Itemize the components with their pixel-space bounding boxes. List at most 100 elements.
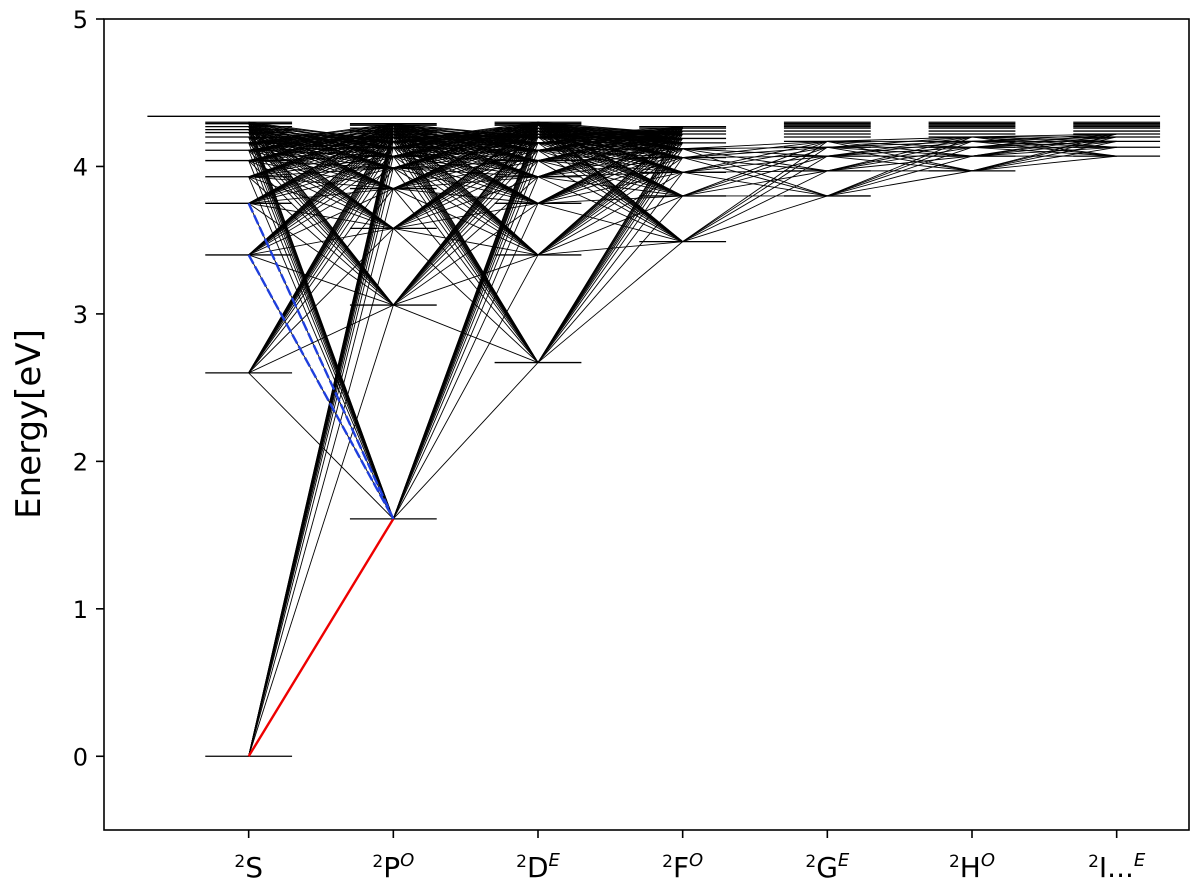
transition-line	[537, 157, 684, 363]
transition-line	[682, 140, 828, 197]
transition-line	[537, 133, 683, 173]
x-tick-label: 2FO	[662, 850, 703, 879]
transition-line	[827, 155, 973, 172]
transition-line	[537, 121, 683, 150]
transition-line	[393, 160, 539, 306]
transition-line	[392, 122, 539, 520]
transition-line	[971, 146, 1117, 157]
transition-line	[682, 146, 828, 243]
x-tick-label: 2PO	[372, 850, 414, 879]
highlighted-transitions	[247, 202, 395, 757]
transition-line	[393, 176, 539, 306]
transition-line	[393, 123, 539, 144]
transition-line	[248, 160, 394, 229]
transition-line	[248, 123, 394, 757]
transition-line	[248, 132, 394, 189]
highlight-transition	[247, 254, 395, 520]
transition-line	[393, 123, 539, 138]
transition-line	[537, 195, 683, 204]
transition-line	[393, 123, 539, 178]
transition-line	[682, 148, 828, 172]
transition-line	[392, 123, 539, 363]
transition-line	[393, 141, 539, 256]
transition-line	[393, 123, 539, 161]
x-tick-label: 2GE	[805, 850, 850, 879]
transition-line	[248, 372, 394, 520]
transition-line	[248, 149, 394, 229]
transition-line	[248, 188, 394, 374]
transition-line	[971, 140, 1117, 157]
x-tick-label: 2S	[234, 851, 263, 879]
y-tick-label: 0	[73, 743, 88, 771]
transition-line	[248, 160, 394, 520]
transition-line	[393, 227, 539, 256]
transition-line	[537, 142, 683, 173]
transition-line	[537, 142, 683, 243]
transition-line	[682, 141, 828, 243]
transition-line	[392, 203, 539, 520]
transition-line	[971, 155, 1117, 172]
transition-line	[248, 167, 394, 374]
transition-line	[537, 202, 683, 243]
transition-line	[393, 136, 539, 151]
transition-line	[248, 155, 394, 256]
transition-line	[971, 136, 1117, 148]
x-axis: 2S 2PO 2DE 2FO 2GE 2HO 2I...E	[234, 830, 1146, 879]
transition-line	[392, 147, 539, 363]
transition-line	[248, 147, 394, 374]
transition-line	[537, 149, 683, 243]
transition-line	[248, 136, 394, 306]
transition-line	[682, 148, 828, 157]
transition-line	[248, 227, 394, 256]
transition-line	[392, 188, 539, 363]
transition-line	[248, 228, 394, 374]
transition-line	[393, 149, 539, 157]
transition-line	[827, 136, 973, 157]
transition-line	[393, 304, 539, 363]
transition-line	[393, 176, 539, 190]
transition-line	[682, 155, 828, 197]
y-axis-title: Energy[eV]	[9, 329, 49, 519]
y-tick-label: 2	[73, 448, 88, 476]
transition-line	[971, 133, 1117, 148]
x-tick-label: 2I...E	[1088, 850, 1146, 879]
transition-line	[248, 121, 394, 189]
transition-line	[682, 195, 828, 243]
transition-line	[682, 170, 828, 197]
transition-line	[393, 155, 539, 178]
y-tick-label: 3	[73, 301, 88, 329]
transition-line	[537, 142, 683, 256]
x-tick-label: 2HO	[949, 850, 995, 879]
transition-line	[393, 254, 539, 306]
transition-line	[971, 136, 1117, 157]
transition-line	[248, 121, 394, 157]
transition-line	[682, 170, 828, 243]
transition-line	[393, 176, 539, 229]
transition-line	[248, 121, 394, 229]
y-tick-label: 1	[73, 596, 88, 624]
transition-line	[827, 136, 973, 148]
transition-line	[248, 155, 394, 374]
transition-line	[537, 130, 683, 173]
transition-line	[393, 228, 539, 363]
transition-line	[682, 148, 828, 197]
transition-line	[248, 160, 394, 306]
transition-line	[393, 130, 539, 142]
transition-line	[248, 176, 394, 520]
transition-line	[827, 140, 973, 197]
transition-line	[248, 167, 394, 757]
transition-line	[393, 127, 539, 178]
transition-line	[827, 146, 973, 157]
transition-line	[537, 172, 684, 363]
transition-line	[971, 136, 1117, 142]
transition-line	[248, 121, 394, 142]
transition-line	[537, 149, 683, 197]
transition-line	[248, 228, 394, 757]
y-tick-label: 5	[73, 6, 88, 34]
transition-line	[248, 254, 394, 306]
transition-line	[537, 130, 683, 139]
transition-line	[971, 140, 1117, 148]
transition-line	[392, 254, 539, 520]
transition-line	[248, 188, 394, 256]
transition-line	[537, 176, 683, 243]
